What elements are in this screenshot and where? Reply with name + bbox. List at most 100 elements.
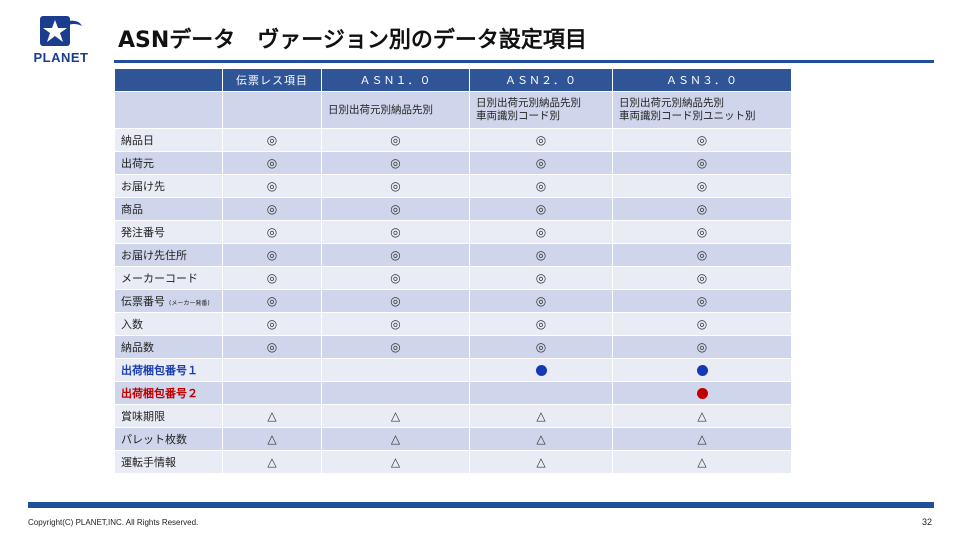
row-label: 出荷元 (114, 151, 223, 175)
status-symbol: ◎ (266, 202, 278, 216)
status-symbol: ◎ (535, 248, 547, 262)
table-row: 出荷梱包番号２ (114, 381, 792, 405)
status-symbol: △ (536, 432, 546, 446)
status-symbol: ◎ (390, 294, 401, 308)
status-symbol: △ (697, 455, 707, 469)
status-symbol: △ (390, 432, 401, 446)
status-symbol: ◎ (535, 133, 547, 147)
status-symbol: ◎ (696, 202, 708, 216)
subheader-cell: 日別出荷元別納品先別 車両識別コード別ユニット別 (612, 91, 792, 129)
status-cell: ◎ (321, 266, 470, 290)
row-label: 出荷梱包番号２ (114, 381, 223, 405)
row-label: 発注番号 (114, 220, 223, 244)
row-label: 伝票番号 (メーカー発番) (114, 289, 223, 313)
table-subheader-row: 日別出荷元別納品先別 日別出荷元別納品先別 車両識別コード別 日別出荷元別納品先… (114, 91, 792, 129)
status-cell: ◎ (612, 197, 792, 221)
table-header-row: 伝票レス項目 ＡＳＮ１．０ ＡＳＮ２．０ ＡＳＮ３．０ (114, 68, 792, 92)
status-symbol: △ (536, 455, 546, 469)
table-row: 発注番号 ◎ ◎ ◎ ◎ (114, 220, 792, 244)
status-cell: ◎ (469, 243, 613, 267)
asn-settings-table: 伝票レス項目 ＡＳＮ１．０ ＡＳＮ２．０ ＡＳＮ３．０ 日別出荷元別納品先別 日… (114, 68, 792, 474)
status-cell (612, 358, 792, 382)
row-label: 出荷梱包番号１ (114, 358, 223, 382)
subheader-cell (222, 91, 322, 129)
status-symbol: ◎ (266, 156, 278, 170)
subheader-cell: 日別出荷元別納品先別 車両識別コード別 (469, 91, 613, 129)
status-cell: ◎ (469, 266, 613, 290)
status-cell: △ (612, 404, 792, 428)
row-label: お届け先住所 (114, 243, 223, 267)
status-cell: ◎ (612, 243, 792, 267)
status-cell: ◎ (469, 289, 613, 313)
header-cell: ＡＳＮ２．０ (469, 68, 613, 92)
row-label-note: (メーカー発番) (169, 300, 210, 307)
status-symbol: ◎ (696, 156, 708, 170)
table-row: 賞味期限 △ △ △ △ (114, 404, 792, 428)
copyright-text: Copyright(C) PLANET,INC. All Rights Rese… (28, 518, 199, 527)
status-symbol: ◎ (266, 225, 278, 239)
status-symbol: ◎ (390, 317, 401, 331)
status-cell: ◎ (222, 243, 322, 267)
status-symbol: ◎ (696, 271, 708, 285)
status-symbol: ◎ (266, 248, 278, 262)
status-symbol: ◎ (390, 133, 401, 147)
status-cell: △ (222, 404, 322, 428)
status-symbol: △ (390, 455, 401, 469)
status-cell: ◎ (612, 151, 792, 175)
logo-text: PLANET (33, 50, 89, 65)
red-circle-icon (696, 388, 708, 399)
status-cell: △ (469, 404, 613, 428)
status-cell: ◎ (222, 151, 322, 175)
table-row: 伝票番号 (メーカー発番) ◎ ◎ ◎ ◎ (114, 289, 792, 313)
status-cell: ◎ (222, 335, 322, 359)
header-cell: ＡＳＮ１．０ (321, 68, 470, 92)
status-cell (469, 358, 613, 382)
status-cell: ◎ (612, 174, 792, 198)
status-cell: △ (222, 450, 322, 474)
status-cell: ◎ (469, 151, 613, 175)
row-label: お届け先 (114, 174, 223, 198)
row-label-text: お届け先住所 (121, 249, 187, 262)
status-cell: ◎ (321, 197, 470, 221)
row-label: 商品 (114, 197, 223, 221)
header-cell (114, 68, 223, 92)
status-symbol: ◎ (390, 225, 401, 239)
planet-logo: PLANET (22, 14, 100, 65)
table-row: お届け先 ◎ ◎ ◎ ◎ (114, 174, 792, 198)
table-row: メーカーコード ◎ ◎ ◎ ◎ (114, 266, 792, 290)
table-row: 納品数 ◎ ◎ ◎ ◎ (114, 335, 792, 359)
status-symbol: ◎ (696, 294, 708, 308)
row-label-text: 出荷梱包番号１ (121, 364, 198, 377)
status-symbol: ◎ (266, 294, 278, 308)
row-label-text: 出荷元 (121, 157, 154, 170)
status-symbol: ◎ (390, 271, 401, 285)
status-cell: ◎ (222, 266, 322, 290)
row-label-text: パレット枚数 (121, 433, 187, 446)
status-symbol: ◎ (535, 271, 547, 285)
blue-circle-icon (535, 365, 547, 376)
row-label-text: 商品 (121, 203, 143, 216)
status-symbol: ◎ (696, 340, 708, 354)
status-cell (321, 381, 470, 405)
status-cell (612, 381, 792, 405)
status-symbol: ◎ (535, 317, 547, 331)
table-row: 商品 ◎ ◎ ◎ ◎ (114, 197, 792, 221)
status-symbol: ◎ (390, 202, 401, 216)
status-cell: ◎ (469, 220, 613, 244)
subheader-cell (114, 91, 223, 129)
status-cell: ◎ (321, 312, 470, 336)
status-symbol: ◎ (535, 340, 547, 354)
status-symbol: △ (267, 409, 277, 423)
row-label-text: 発注番号 (121, 226, 165, 239)
status-symbol: ◎ (390, 156, 401, 170)
blue-circle-icon (696, 365, 708, 376)
footer-rule (28, 502, 934, 508)
table-row: 納品日 ◎ ◎ ◎ ◎ (114, 128, 792, 152)
planet-star-icon (40, 16, 82, 46)
page-number: 32 (921, 517, 932, 527)
status-cell: ◎ (469, 174, 613, 198)
status-symbol: ◎ (535, 156, 547, 170)
row-label: メーカーコード (114, 266, 223, 290)
status-symbol: ◎ (535, 294, 547, 308)
status-symbol: ◎ (696, 317, 708, 331)
